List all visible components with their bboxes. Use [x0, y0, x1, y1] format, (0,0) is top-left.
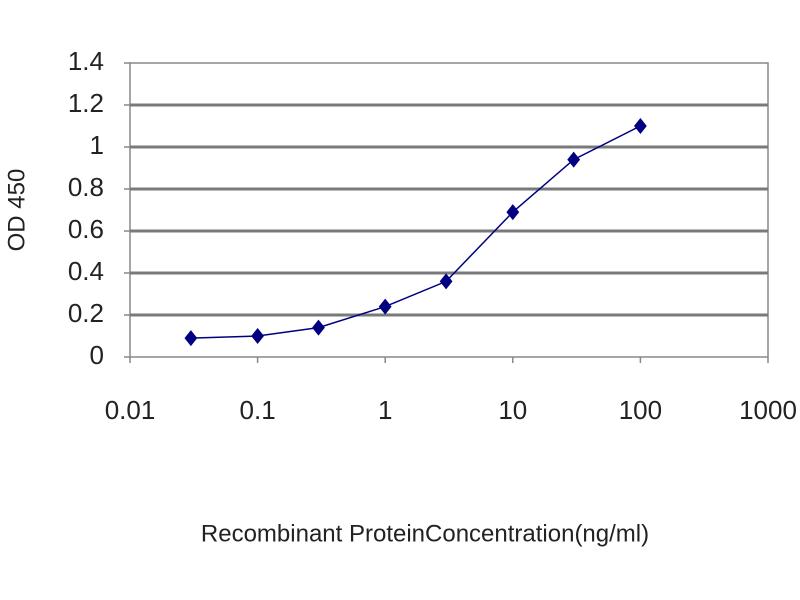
data-point: [184, 330, 198, 347]
data-point: [251, 328, 264, 344]
y-tick-label: 0.6: [68, 214, 104, 244]
x-tick-label: 1000: [739, 395, 797, 425]
y-tick-label: 0.2: [68, 298, 104, 328]
x-tick-label: 10: [498, 395, 527, 425]
x-tick-label: 1: [378, 395, 392, 425]
y-tick-label: 1.4: [68, 46, 104, 76]
y-tick-label: 1.2: [68, 88, 104, 118]
plot-area: [129, 62, 769, 358]
y-tick-label: 1: [90, 130, 104, 160]
data-point: [634, 118, 647, 134]
data-point: [567, 151, 581, 168]
data-point: [439, 273, 453, 290]
x-tick-label: 0.01: [105, 395, 156, 425]
y-tick-label: 0.8: [68, 172, 104, 202]
data-point: [378, 298, 392, 315]
data-point: [506, 204, 520, 221]
x-axis-label: Recombinant ProteinConcentration(ng/ml): [201, 520, 649, 547]
y-tick-label: 0: [90, 340, 104, 370]
x-tick-label: 100: [619, 395, 662, 425]
y-axis-label: OD 450: [3, 169, 30, 252]
y-tick-label: 0.4: [68, 256, 104, 286]
data-point: [312, 319, 325, 336]
x-tick-label: 0.1: [240, 395, 276, 425]
data-line: [190, 125, 641, 339]
